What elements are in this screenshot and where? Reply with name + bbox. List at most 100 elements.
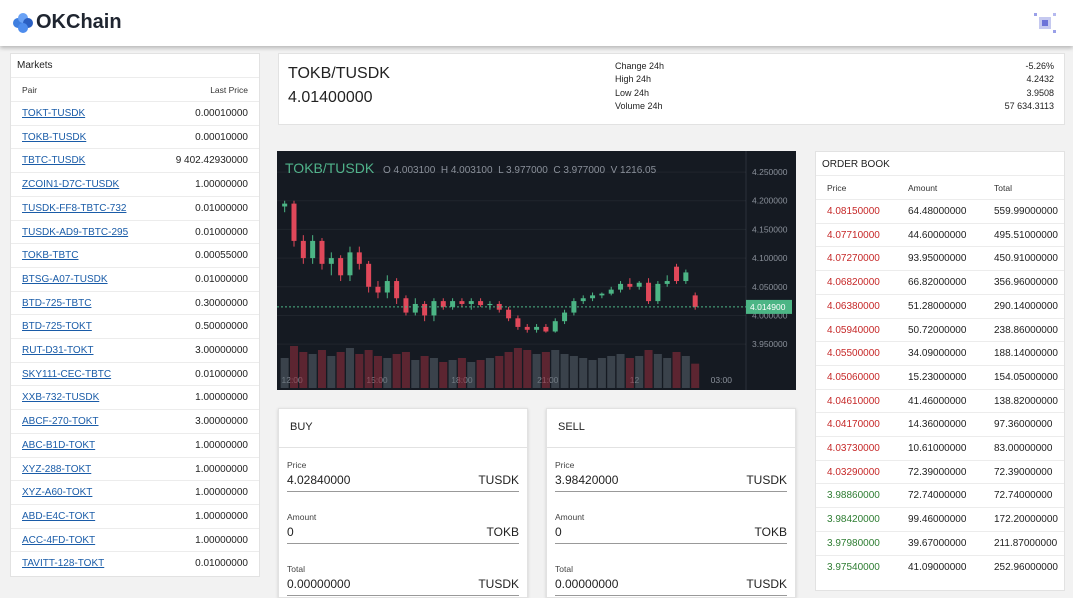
- order-cell: 4.07710000: [827, 229, 880, 241]
- field-value[interactable]: 0: [287, 525, 294, 539]
- field-value[interactable]: 3.98420000: [555, 473, 619, 487]
- order-cell: 4.03290000: [827, 466, 880, 478]
- order-row: 4.05940000 50.72000000 238.86000000: [816, 317, 1064, 342]
- last-price: 9 402.42930000: [175, 155, 248, 167]
- volume-bar: [691, 363, 700, 388]
- pair-link[interactable]: ACC-4FD-TOKT: [22, 534, 96, 546]
- pair-link[interactable]: BTSG-A07-TUSDK: [22, 273, 108, 285]
- pair-link[interactable]: XXB-732-TUSDK: [22, 392, 100, 404]
- pair-link[interactable]: RUT-D31-TOKT: [22, 345, 94, 356]
- order-cell: 4.03730000: [827, 443, 880, 454]
- table-header: Pair Last Price: [11, 77, 259, 101]
- volume-bar: [289, 346, 298, 388]
- order-cell: 41.46000000: [908, 395, 967, 407]
- pair-link[interactable]: XYZ-A60-TOKT: [22, 487, 93, 499]
- y-tick-label: 3.950000: [752, 339, 788, 349]
- pair-link[interactable]: TUSDK-FF8-TBTC-732: [22, 202, 127, 214]
- candle-body: [534, 326, 540, 330]
- order-cell: 3.98860000: [827, 490, 880, 502]
- pair-link[interactable]: ABCF-270-TOKT: [22, 416, 99, 428]
- panel-title: Markets: [17, 60, 53, 71]
- order-cell: 99.46000000: [908, 514, 967, 526]
- column-header: Pair: [22, 84, 38, 95]
- field-value[interactable]: 0.00000000: [555, 577, 619, 591]
- field-value[interactable]: 4.02840000: [287, 473, 351, 487]
- candle-body: [664, 281, 670, 284]
- last-price: 0.01000000: [195, 273, 248, 285]
- pair-link[interactable]: BTD-725-TBTC: [22, 297, 92, 309]
- order-cell: 44.60000000: [908, 229, 967, 241]
- field-value[interactable]: 0: [555, 525, 562, 539]
- order-cell: 290.14000000: [994, 300, 1058, 312]
- pair-link[interactable]: TBTC-TUSDK: [22, 155, 86, 167]
- menu-icon[interactable]: [1033, 12, 1057, 34]
- stat-value: -5.26%: [1025, 61, 1054, 71]
- candle-body: [366, 263, 372, 287]
- order-row: 3.97980000 39.67000000 211.87000000: [816, 530, 1064, 555]
- field-value[interactable]: 0.00000000: [287, 577, 351, 591]
- volume-bar: [569, 356, 578, 388]
- order-cell: 97.36000000: [994, 419, 1053, 431]
- pair-link[interactable]: TUSDK-AD9-TBTC-295: [22, 226, 129, 238]
- last-price: 1.00000000: [195, 392, 248, 404]
- pair-link[interactable]: BTD-725-TOKT: [22, 321, 92, 333]
- order-row: 4.06820000 66.82000000 356.96000000: [816, 270, 1064, 294]
- candle-body: [478, 301, 484, 306]
- volume-bar: [579, 358, 588, 388]
- volume-bar: [513, 348, 522, 388]
- candle-body: [552, 321, 558, 332]
- candle-body: [459, 301, 465, 304]
- order-cell: 51.28000000: [908, 300, 967, 312]
- pair-link[interactable]: ABD-E4C-TOKT: [22, 510, 96, 522]
- chart-bg: [277, 151, 796, 390]
- last-price: 0.00055000: [195, 250, 248, 262]
- order-cell: 4.05500000: [827, 348, 880, 360]
- order-cell: 495.51000000: [994, 229, 1058, 241]
- candle-body: [515, 318, 521, 327]
- stat-label: Volume 24h: [615, 100, 663, 111]
- pair-link[interactable]: TAVITT-128-TOKT: [22, 558, 105, 570]
- pair-link[interactable]: TOKT-TUSDK: [22, 108, 86, 119]
- order-cell: 4.05060000: [827, 371, 880, 383]
- pair-link[interactable]: ABC-B1D-TOKT: [22, 439, 96, 451]
- order-cell: 39.67000000: [908, 537, 967, 549]
- pair-link[interactable]: SKY111-CEC-TBTC: [22, 368, 112, 380]
- order-cell: 450.91000000: [994, 253, 1058, 265]
- candle-body: [543, 326, 549, 332]
- volume-bar: [625, 358, 634, 388]
- candle-body: [338, 258, 344, 276]
- y-tick-label: 4.200000: [752, 196, 788, 206]
- last-price: 3.00000000: [195, 345, 248, 356]
- volume-bar: [420, 356, 429, 388]
- chart-legend: O 4.003100 H 4.003100 L 3.977000 C 3.977…: [383, 165, 657, 176]
- pair-link[interactable]: XYZ-288-TOKT: [22, 463, 92, 475]
- order-cell: 138.82000000: [994, 395, 1058, 407]
- volume-bar: [672, 352, 681, 388]
- last-price: 4.01400000: [288, 89, 373, 106]
- pair-link[interactable]: ZCOIN1-D7C-TUSDK: [22, 179, 120, 191]
- order-cell: 559.99000000: [994, 206, 1058, 217]
- divider: [279, 447, 527, 448]
- volume-bar: [644, 350, 653, 388]
- market-row: SKY111-CEC-TBTC 0.01000000: [11, 361, 259, 386]
- market-row: TUSDK-FF8-TBTC-732 0.01000000: [11, 195, 259, 220]
- markets-panel: Markets Pair Last Price TOKT-TUSDK 0.000100…: [10, 53, 260, 577]
- logo-icon: [13, 13, 33, 33]
- chart-title: TOKB/TUSDK: [285, 160, 375, 176]
- stat-label: Change 24h: [615, 61, 665, 71]
- volume-bar: [588, 360, 597, 388]
- order-cell: 64.48000000: [908, 206, 967, 217]
- stat-value: 57 634.3113: [1004, 100, 1054, 111]
- table-header: Price Amount Total: [816, 175, 1064, 199]
- y-tick-label: 4.000000: [752, 310, 788, 320]
- field-label: Total: [555, 564, 573, 574]
- candle-body: [282, 203, 288, 207]
- last-price: 0.00010000: [195, 108, 248, 119]
- pair-link[interactable]: TOKB-TUSDK: [22, 131, 87, 143]
- pair-link[interactable]: TOKB-TBTC: [22, 250, 79, 262]
- volume-bar: [476, 360, 485, 388]
- order-cell: 4.04610000: [827, 395, 880, 407]
- field-label: Amount: [555, 512, 585, 522]
- order-cell: 72.74000000: [908, 490, 967, 502]
- candle-body: [590, 295, 596, 299]
